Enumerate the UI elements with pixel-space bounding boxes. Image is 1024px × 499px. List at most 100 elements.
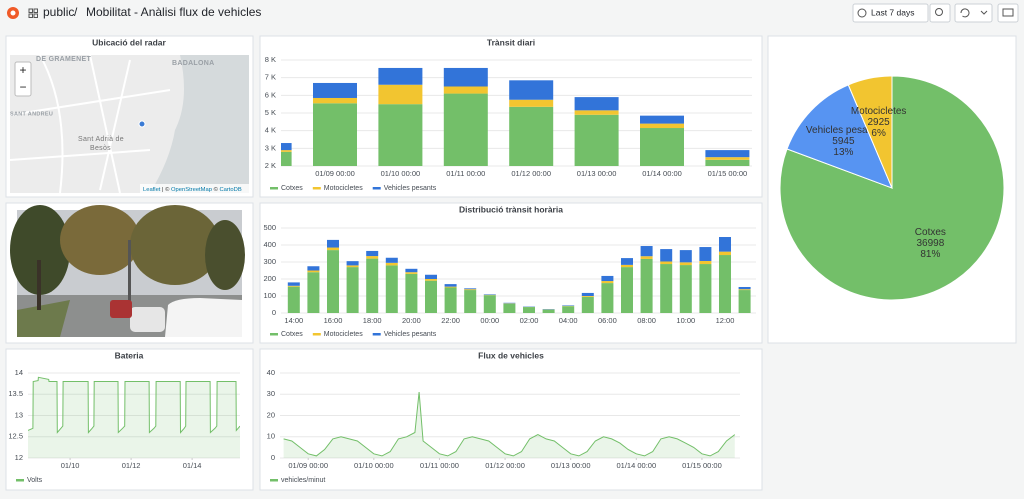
y-tick-label: 0	[272, 308, 276, 317]
bar-segment	[425, 281, 437, 313]
bar-segment	[464, 290, 476, 313]
bar-segment	[575, 97, 619, 110]
pie-label: Cotxes	[915, 227, 946, 238]
x-tick-label: 01/14 00:00	[642, 169, 682, 178]
y-tick-label: 14	[15, 368, 23, 377]
bar-segment	[405, 274, 417, 313]
y-tick-label: 500	[263, 223, 276, 232]
bar-segment	[386, 263, 398, 266]
y-tick-label: 2 K	[265, 161, 276, 170]
x-tick-label: 20:00	[402, 316, 421, 325]
bar-segment	[562, 305, 574, 306]
bar-segment	[464, 288, 476, 289]
bar-segment	[699, 264, 711, 313]
bar-segment	[523, 307, 535, 313]
legend-swatch	[270, 187, 278, 190]
radar-marker[interactable]	[139, 121, 145, 127]
x-tick-label: 01/09 00:00	[288, 461, 328, 470]
y-tick-label: 100	[263, 291, 276, 300]
pie-label: 36998	[916, 238, 944, 249]
logo-dot	[11, 11, 16, 16]
panel-title: Bateria	[115, 350, 144, 360]
bar-segment	[641, 246, 653, 256]
map-label: Besòs	[90, 145, 111, 152]
legend-label: Vehicles pesants	[384, 331, 437, 338]
bar-segment	[680, 265, 692, 313]
legend-swatch	[313, 333, 321, 336]
bar-segment	[484, 295, 496, 313]
bar-segment	[660, 264, 672, 313]
bar-segment	[739, 290, 751, 313]
link[interactable]: Leaflet	[143, 187, 161, 193]
x-tick-label: 10:00	[676, 316, 695, 325]
y-tick-label: 5 K	[265, 108, 276, 117]
y-tick-label: 30	[267, 389, 275, 398]
bar-segment	[307, 271, 319, 273]
bar-segment	[509, 100, 553, 107]
legend-swatch	[313, 187, 321, 190]
y-tick-label: 20	[267, 410, 275, 419]
bar-segment	[601, 276, 613, 281]
x-tick-label: 01/13 00:00	[577, 169, 617, 178]
bar-segment	[621, 267, 633, 313]
bar-segment	[366, 259, 378, 313]
x-tick-label: 06:00	[598, 316, 617, 325]
time-range: Last 7 days	[871, 7, 914, 17]
breadcrumb-folder[interactable]: public	[43, 5, 74, 19]
x-tick-label: 01/10 00:00	[354, 461, 394, 470]
bar-segment	[621, 265, 633, 267]
x-tick-label: 04:00	[559, 316, 578, 325]
bar-segment	[307, 266, 319, 270]
zoom-in[interactable]: +	[19, 63, 26, 77]
bar-segment	[641, 259, 653, 313]
bar-segment	[719, 237, 731, 252]
legend-label: Cotxes	[281, 331, 303, 338]
x-tick-label: 16:00	[324, 316, 343, 325]
bar-segment	[378, 68, 422, 85]
map[interactable]: DE GRAMENET BADALONA SANT ANDREU Sant Ad…	[10, 55, 249, 193]
bar-segment	[327, 250, 339, 313]
attribution: Leaflet | © OpenStreetMap © CartoDB	[143, 186, 242, 193]
bar-segment	[405, 269, 417, 272]
pie-label: 2925	[868, 117, 891, 128]
bar-segment	[562, 306, 574, 313]
legend-swatch	[373, 187, 381, 190]
panel-title: Flux de vehicles	[478, 350, 544, 360]
y-tick-label: 8 K	[265, 55, 276, 64]
map-label: Sant Adrià de	[78, 136, 124, 143]
bar-segment	[313, 83, 357, 98]
tv-mode-button[interactable]	[998, 4, 1018, 22]
bar-segment	[425, 275, 437, 279]
dashboards-icon	[29, 9, 38, 18]
x-tick-label: 02:00	[520, 316, 539, 325]
zoom-out-button[interactable]	[930, 4, 950, 22]
bar-segment	[366, 256, 378, 259]
bar-segment	[509, 80, 553, 99]
bar-segment	[503, 304, 515, 313]
bar-segment	[640, 116, 684, 124]
bar-segment	[621, 258, 633, 265]
legend-swatch	[270, 479, 278, 482]
panel-title: Trànsit diari	[487, 37, 535, 47]
bar-segment	[313, 98, 357, 103]
dashboard-title[interactable]: Mobilitat - Anàlisi flux de vehicles	[86, 5, 261, 19]
panel-title: Distribució trànsit horària	[459, 204, 563, 214]
x-tick-label: 01/12	[122, 461, 141, 470]
pie-label: 6%	[871, 128, 886, 139]
x-tick-label: 18:00	[363, 316, 382, 325]
x-tick-label: 01/14	[183, 461, 202, 470]
bar-segment	[719, 255, 731, 313]
bar-segment	[444, 87, 488, 94]
bar-segment	[660, 249, 672, 261]
link[interactable]: OpenStreetMap	[171, 187, 212, 193]
bar-segment	[445, 288, 457, 314]
bar-segment	[660, 261, 672, 264]
bar-segment	[601, 283, 613, 313]
x-tick-label: 01/10 00:00	[381, 169, 421, 178]
legend-label: vehicles/minut	[281, 477, 325, 484]
zoom-out[interactable]: −	[19, 80, 26, 94]
legend-label: Motocicletes	[324, 331, 363, 338]
link[interactable]: CartoDB	[219, 187, 241, 193]
bar-segment	[575, 110, 619, 114]
bar-segment	[719, 252, 731, 255]
